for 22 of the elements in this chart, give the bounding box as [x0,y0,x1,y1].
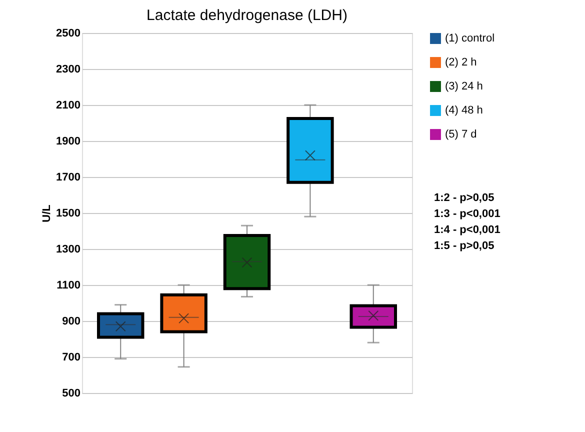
legend-label: (4) 48 h [445,104,483,116]
y-tick-label: 1900 [56,136,80,148]
y-tick-label: 1700 [56,172,80,184]
legend-label: (2) 2 h [445,56,477,68]
y-tick-label: 700 [62,352,80,364]
y-axis-title: U/L [41,204,54,222]
y-tick-label: 500 [62,388,80,400]
text: 1:5 - p>0,05 [434,240,494,252]
y-tick-label: 2500 [56,28,80,40]
legend-label: (5) 7 d [445,128,477,140]
y-tick-label: 900 [62,316,80,328]
legend-label: (3) 24 h [445,80,483,92]
y-tick-label: 1100 [56,280,80,292]
y-tick-label: 2100 [56,100,80,112]
text: 1:3 - p<0,001 [434,208,500,220]
text: 1:4 - p<0,001 [434,224,500,236]
y-tick-label: 1300 [56,244,80,256]
y-tick-label: 1500 [56,208,80,220]
y-tick-label: 2300 [56,64,80,76]
text: 1:2 - p>0,05 [434,192,494,204]
legend-label: (1) control [445,32,495,44]
chart-title: Lactate dehydrogenase (LDH) [146,7,348,24]
